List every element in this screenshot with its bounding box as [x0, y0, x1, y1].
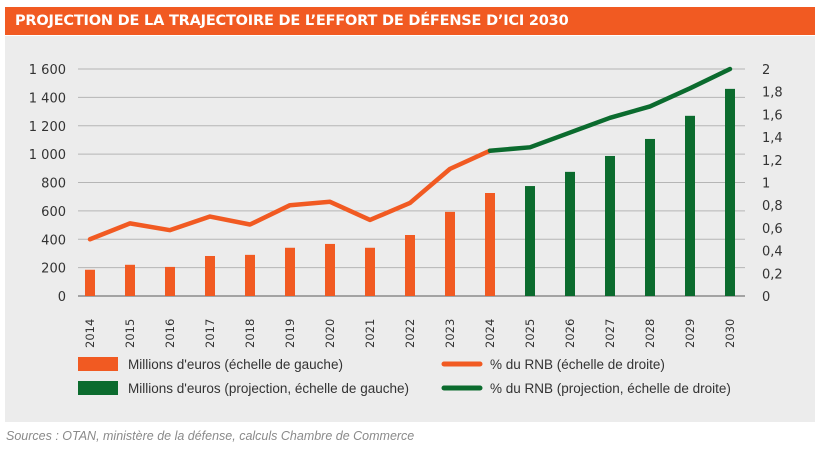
x-axis-tick: 2026 — [563, 319, 577, 348]
legend-label: % du RNB (échelle de droite) — [490, 357, 665, 372]
left-axis-tick: 1 000 — [29, 148, 66, 163]
right-axis-tick: 0,8 — [762, 199, 783, 214]
x-axis-tick: 2030 — [723, 319, 737, 348]
bar-2026 — [565, 171, 575, 296]
bar-2018 — [245, 254, 255, 296]
right-axis-tick: 0,6 — [762, 222, 783, 237]
right-axis-tick: 1,4 — [762, 131, 783, 146]
bar-2027 — [605, 155, 615, 296]
left-axis-tick: 1 200 — [29, 120, 66, 135]
bar-2029 — [685, 115, 695, 296]
title-bar: PROJECTION DE LA TRAJECTOIRE DE L’EFFORT… — [5, 7, 815, 35]
left-axis-tick: 200 — [41, 262, 66, 277]
right-axis-tick: 1,8 — [762, 86, 783, 101]
legend-label: Millions d'euros (échelle de gauche) — [128, 357, 343, 372]
bar-2025 — [525, 186, 535, 296]
x-axis-tick: 2023 — [443, 319, 457, 348]
legend-label: % du RNB (projection, échelle de droite) — [490, 381, 731, 396]
bar-2028 — [645, 138, 655, 296]
x-axis-tick: 2028 — [643, 319, 657, 348]
line-rnb — [87, 148, 493, 242]
bar-2016 — [165, 266, 175, 296]
bar-2030 — [725, 88, 735, 296]
x-axis-tick: 2020 — [323, 319, 337, 348]
right-axis-tick: 1 — [762, 177, 770, 192]
legend-swatch-bar — [78, 381, 118, 395]
x-axis-tick: 2014 — [83, 319, 97, 348]
right-axis-tick: 2 — [762, 63, 770, 78]
chart-panel — [5, 36, 815, 422]
x-axis-tick: 2021 — [363, 319, 377, 348]
x-axis-tick: 2022 — [403, 319, 417, 348]
bar-2015 — [125, 264, 135, 296]
source-note: Sources : OTAN, ministère de la défense,… — [6, 429, 415, 443]
right-axis-tick: 0,2 — [762, 267, 783, 282]
right-axis-tick: 1,6 — [762, 108, 783, 123]
bar-2022 — [405, 234, 415, 296]
bar-2019 — [285, 247, 295, 296]
line-rnb-projection — [487, 66, 733, 153]
x-axis-tick: 2025 — [523, 319, 537, 348]
bar-2021 — [365, 247, 375, 296]
left-axis-tick: 1 600 — [29, 63, 66, 78]
x-axis-tick: 2024 — [483, 319, 497, 348]
x-axis-tick: 2018 — [243, 319, 257, 348]
legend-label: Millions d'euros (projection, échelle de… — [128, 381, 409, 396]
x-axis-tick: 2016 — [163, 319, 177, 348]
right-axis-tick: 0,4 — [762, 245, 783, 260]
x-axis-tick: 2029 — [683, 319, 697, 348]
bar-2024 — [485, 192, 495, 296]
x-axis-tick: 2019 — [283, 319, 297, 348]
legend-swatch-bar — [78, 357, 118, 371]
left-axis-tick: 1 400 — [29, 91, 66, 106]
bar-2014 — [85, 269, 95, 296]
chart-title: PROJECTION DE LA TRAJECTOIRE DE L’EFFORT… — [15, 13, 569, 29]
bar-2020 — [325, 243, 335, 296]
x-axis-tick: 2015 — [123, 319, 137, 348]
x-axis-tick: 2027 — [603, 319, 617, 348]
left-axis-tick: 800 — [41, 177, 66, 192]
right-axis-tick: 0 — [762, 290, 770, 305]
right-axis-tick: 1,2 — [762, 154, 783, 169]
bar-2017 — [205, 255, 215, 296]
bar-2023 — [445, 211, 455, 296]
left-axis-tick: 0 — [58, 290, 66, 305]
x-axis-tick: 2017 — [203, 319, 217, 348]
left-axis-tick: 400 — [41, 233, 66, 248]
left-axis-tick: 600 — [41, 205, 66, 220]
